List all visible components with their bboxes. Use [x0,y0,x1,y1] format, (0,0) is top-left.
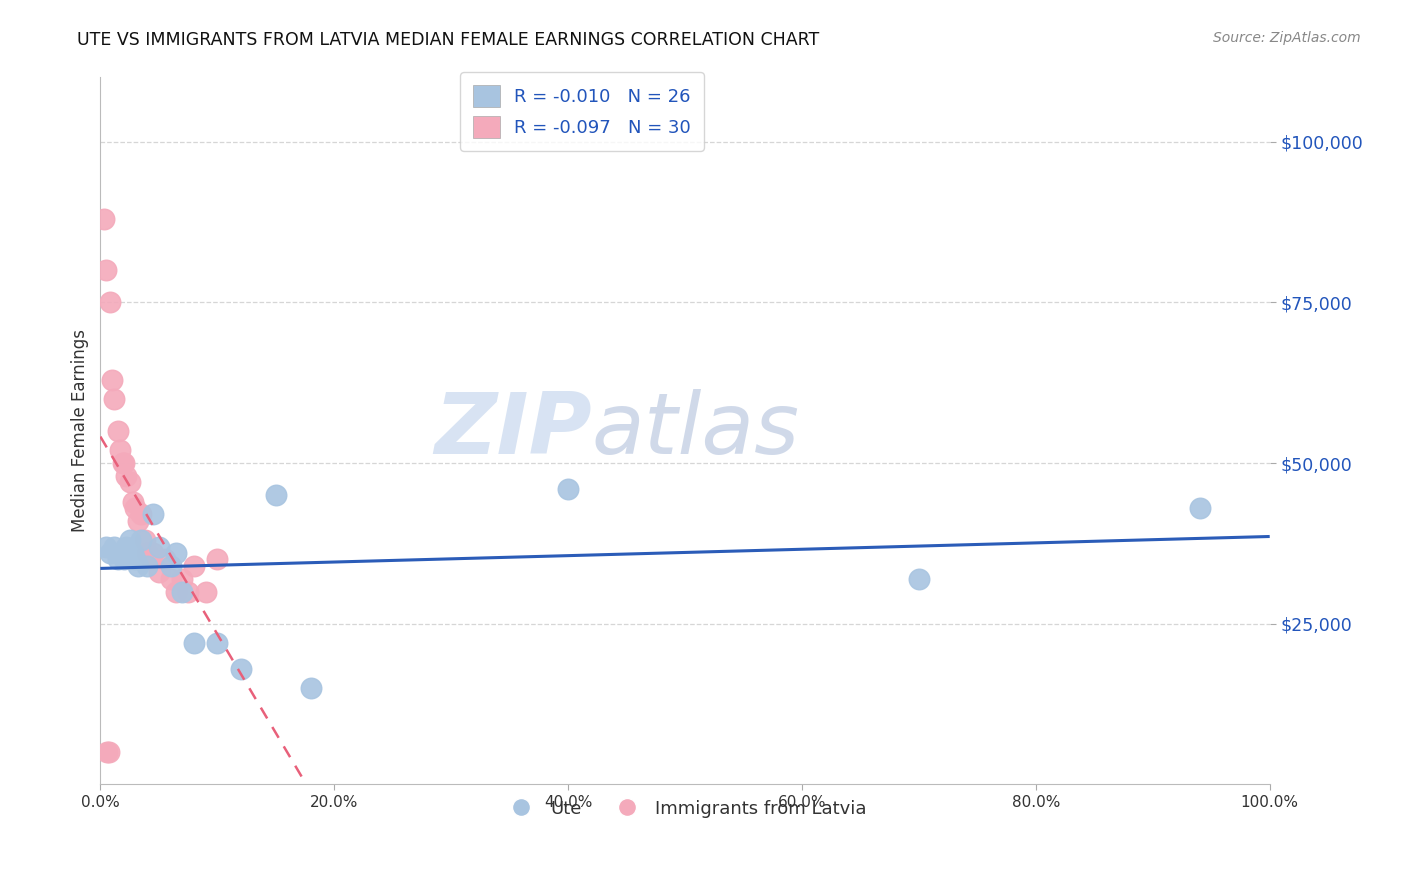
Point [159,572,181,586]
Point [118,533,141,548]
Point [96,745,118,759]
Point [118,475,141,490]
Point [115,469,138,483]
Point [207,552,229,566]
Legend: Ute, Immigrants from Latvia: Ute, Immigrants from Latvia [496,792,875,825]
Point [122,494,145,508]
Point [139,552,162,566]
Point [1188,501,1211,516]
Text: UTE VS IMMIGRANTS FROM LATVIA MEDIAN FEMALE EARNINGS CORRELATION CHART: UTE VS IMMIGRANTS FROM LATVIA MEDIAN FEM… [77,31,820,49]
Point [93,211,115,226]
Point [172,584,194,599]
Point [110,443,132,458]
Point [122,546,145,560]
Point [165,584,187,599]
Point [127,558,149,573]
Point [103,540,125,554]
Point [136,558,159,573]
Point [908,572,931,586]
Point [299,681,322,695]
Point [129,533,152,548]
Point [107,552,129,566]
Point [172,572,194,586]
Point [165,546,187,560]
Point [111,456,134,470]
Point [124,501,146,516]
Point [110,546,132,560]
Point [127,514,149,528]
Point [98,295,121,310]
Point [136,546,159,560]
Point [124,552,146,566]
Point [153,552,176,566]
Text: atlas: atlas [592,390,800,473]
Point [207,636,229,650]
Text: ZIP: ZIP [434,390,592,473]
Point [97,745,120,759]
Point [107,424,129,438]
Point [112,456,135,470]
Point [194,584,217,599]
Point [229,662,252,676]
Point [96,540,118,554]
Point [98,546,121,560]
Point [96,263,118,277]
Point [101,372,124,386]
Point [148,566,170,580]
Point [103,392,125,406]
Text: Source: ZipAtlas.com: Source: ZipAtlas.com [1213,31,1361,45]
Point [142,508,165,522]
Point [115,540,138,554]
Point [134,533,156,548]
Point [159,558,181,573]
Point [183,636,205,650]
Point [557,482,579,496]
Point [112,552,135,566]
Point [148,540,170,554]
Point [264,488,287,502]
Point [183,558,205,573]
Point [142,546,165,560]
Y-axis label: Median Female Earnings: Median Female Earnings [72,329,89,533]
Point [129,508,152,522]
Point [177,584,200,599]
